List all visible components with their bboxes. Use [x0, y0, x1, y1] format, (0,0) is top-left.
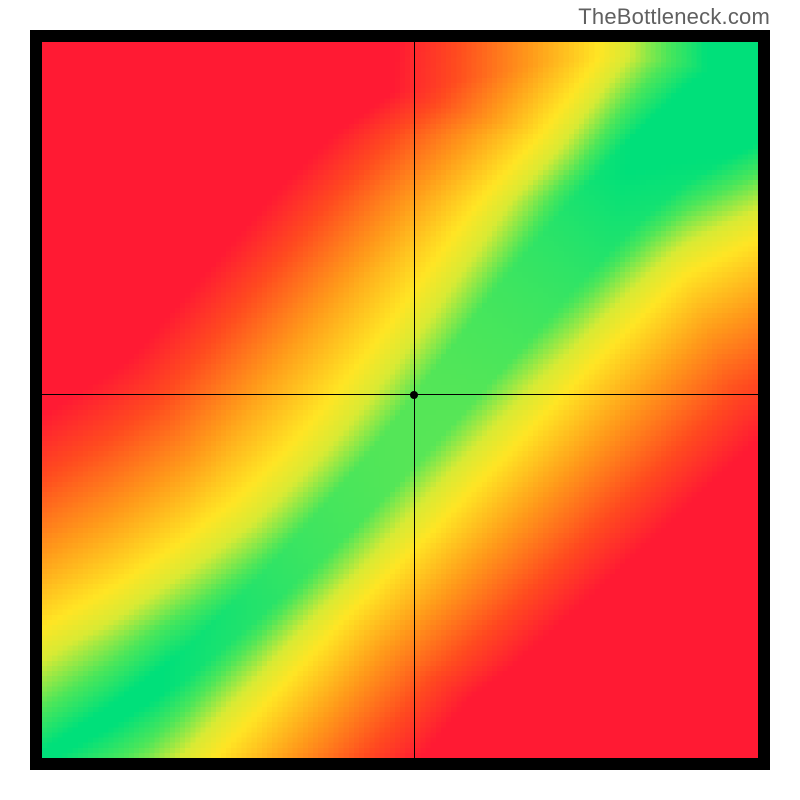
crosshair-horizontal — [42, 394, 758, 395]
plot-frame — [30, 30, 770, 770]
bottleneck-heatmap — [42, 42, 758, 758]
watermark-text: TheBottleneck.com — [578, 4, 770, 30]
crosshair-vertical — [414, 42, 415, 758]
selection-marker — [410, 391, 418, 399]
plot-inner — [42, 42, 758, 758]
